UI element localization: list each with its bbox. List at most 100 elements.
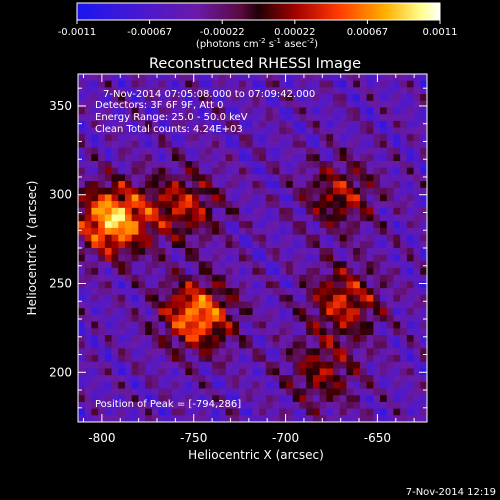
heatmap-cell	[359, 87, 367, 95]
heatmap-cell	[192, 268, 200, 276]
heatmap-cell	[178, 408, 186, 416]
heatmap-cell	[138, 348, 146, 356]
heatmap-cell	[124, 348, 133, 356]
heatmap-cell	[91, 120, 99, 128]
heatmap-cell	[232, 80, 240, 88]
heatmap-cell	[319, 214, 327, 222]
heatmap-cell	[124, 388, 133, 396]
heatmap-cell	[205, 274, 213, 282]
heatmap-cell	[326, 261, 334, 269]
heatmap-cell	[373, 268, 381, 276]
heatmap-cell	[192, 114, 200, 122]
heatmap-cell	[420, 408, 428, 416]
heatmap-cell	[245, 174, 253, 182]
heatmap-cell	[259, 248, 267, 256]
heatmap-cell	[265, 100, 274, 108]
heatmap-cell	[218, 288, 227, 296]
heatmap-cell	[259, 154, 267, 162]
heatmap-cell	[225, 408, 233, 416]
heatmap-cell	[151, 94, 159, 102]
heatmap-cell	[420, 154, 428, 162]
heatmap-cell	[292, 127, 300, 135]
heatmap-cell	[326, 294, 334, 302]
colorbar-tick-label: -0.0011	[58, 27, 97, 38]
heatmap-cell	[131, 361, 139, 369]
heatmap-cell	[158, 388, 166, 396]
heatmap-cell	[84, 254, 92, 262]
heatmap-cell	[373, 254, 381, 262]
heatmap-cell	[326, 274, 334, 282]
heatmap-cell	[245, 294, 253, 302]
heatmap-cell	[91, 134, 99, 142]
heatmap-cell	[111, 368, 119, 376]
heatmap-cell	[252, 147, 260, 155]
heatmap-cell	[286, 187, 294, 195]
heatmap-cell	[299, 301, 307, 309]
heatmap-cell	[218, 107, 227, 115]
heatmap-cell	[198, 395, 206, 403]
heatmap-cell	[333, 248, 341, 256]
heatmap-cell	[124, 261, 133, 269]
heatmap-cell	[420, 107, 428, 115]
heatmap-cell	[353, 308, 361, 316]
heatmap-cell	[111, 154, 119, 162]
heatmap-cell	[292, 321, 300, 329]
heatmap-cell	[279, 281, 287, 289]
heatmap-cell	[346, 201, 354, 209]
heatmap-cell	[252, 341, 260, 349]
heatmap-cell	[272, 395, 280, 403]
heatmap-cell	[118, 127, 126, 135]
heatmap-cell	[78, 294, 86, 302]
heatmap-cell	[373, 147, 381, 155]
heatmap-cell	[259, 100, 267, 108]
heatmap-cell	[192, 187, 200, 195]
heatmap-cell	[218, 74, 227, 82]
heatmap-cell	[232, 395, 240, 403]
heatmap-cell	[366, 174, 374, 182]
heatmap-cell	[326, 268, 334, 276]
heatmap-cell	[158, 221, 166, 229]
heatmap-cell	[84, 207, 92, 215]
heatmap-cell	[131, 274, 139, 282]
heatmap-cell	[158, 248, 166, 256]
heatmap-cell	[272, 167, 280, 175]
heatmap-cell	[373, 221, 381, 229]
heatmap-cell	[165, 167, 173, 175]
heatmap-cell	[312, 301, 321, 309]
heatmap-cell	[185, 194, 193, 202]
heatmap-cell	[192, 288, 200, 296]
heatmap-cell	[212, 401, 220, 410]
heatmap-cell	[198, 147, 206, 155]
heatmap-cell	[124, 274, 133, 282]
heatmap-cell	[299, 408, 307, 416]
heatmap-cell	[319, 408, 327, 416]
heatmap-cell	[292, 227, 300, 236]
heatmap-cell	[312, 355, 321, 363]
heatmap-cell	[272, 201, 280, 209]
heatmap-cell	[359, 120, 367, 128]
heatmap-cell	[406, 381, 414, 389]
heatmap-cell	[192, 94, 200, 102]
heatmap-cell	[138, 301, 146, 309]
heatmap-cell	[353, 80, 361, 88]
heatmap-cell	[205, 268, 213, 276]
heatmap-cell	[118, 308, 126, 316]
heatmap-cell	[185, 308, 193, 316]
heatmap-cell	[373, 207, 381, 215]
heatmap-cell	[306, 361, 314, 369]
heatmap-cell	[138, 308, 146, 316]
heatmap-cell	[346, 341, 354, 349]
heatmap-cell	[406, 114, 414, 122]
heatmap-cell	[380, 388, 388, 396]
heatmap-cell	[178, 94, 186, 102]
heatmap-cell	[165, 227, 173, 236]
heatmap-cell	[138, 94, 146, 102]
heatmap-cell	[333, 401, 341, 410]
heatmap-cell	[98, 388, 106, 396]
heatmap-cell	[138, 174, 146, 182]
heatmap-cell	[380, 281, 388, 289]
heatmap-cell	[158, 147, 166, 155]
heatmap-cell	[272, 408, 280, 416]
heatmap-cell	[279, 120, 287, 128]
heatmap-cell	[178, 221, 186, 229]
